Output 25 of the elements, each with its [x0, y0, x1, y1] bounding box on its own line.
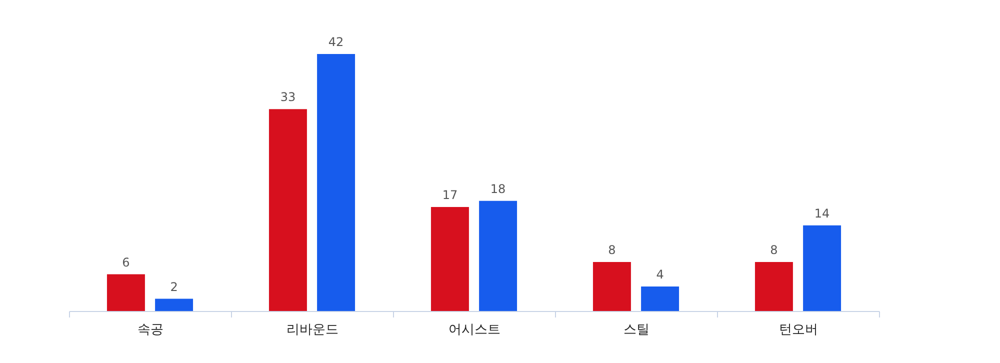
bar [430, 206, 469, 311]
data-label: 33 [280, 90, 296, 104]
data-label: 17 [442, 188, 458, 202]
data-label: 8 [770, 243, 778, 258]
bar [155, 298, 194, 311]
data-label: 6 [122, 255, 130, 270]
bar [803, 225, 842, 311]
bar [317, 54, 356, 311]
x-tick-label: 리바운드 [286, 322, 338, 338]
bar [641, 286, 680, 311]
bar [106, 274, 145, 311]
bar [592, 262, 631, 311]
x-tick-label: 스틸 [624, 322, 650, 338]
bar [754, 262, 793, 311]
bar [479, 200, 518, 311]
data-label: 8 [608, 243, 616, 258]
x-tick-label: 어시스트 [448, 322, 500, 338]
data-label: 14 [814, 206, 830, 220]
bar [268, 109, 307, 311]
data-label: 42 [328, 35, 344, 49]
x-tick-label: 속공 [138, 322, 164, 338]
data-label: 18 [490, 182, 506, 196]
data-label: 2 [170, 280, 178, 294]
x-tick-label: 턴오버 [779, 322, 818, 338]
data-label: 4 [656, 268, 664, 282]
